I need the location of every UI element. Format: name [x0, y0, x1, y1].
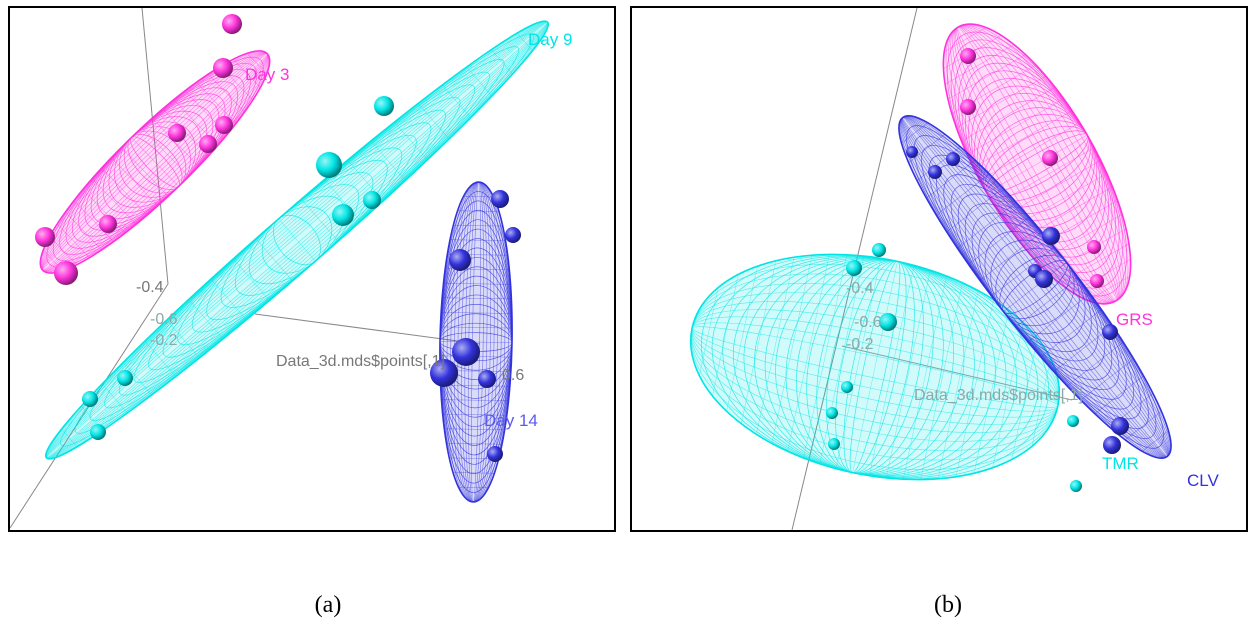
- point-day3-4: [215, 116, 233, 134]
- point-day3-8: [54, 261, 78, 285]
- ellipsoid-day3: [39, 50, 271, 274]
- point-tmr-2: [846, 260, 862, 276]
- label-day9: Day 9: [528, 30, 572, 49]
- axis-tick-label-1: -0.4: [846, 280, 874, 297]
- axis-tick-label-4: 0.6: [502, 367, 524, 384]
- point-grs-1: [960, 48, 976, 64]
- ellipsoid-grs: [942, 23, 1132, 305]
- ellipsoid-day14: [439, 181, 513, 503]
- point-clv-8: [1111, 417, 1129, 435]
- point-day9-6: [82, 391, 98, 407]
- panel-b-plot: -0.4 -0.6 -0.2 Data_3d.mds$points[,1] GRS TMR…: [689, 8, 1219, 530]
- label-day3: Day 3: [245, 65, 289, 84]
- caption-a: (a): [314, 592, 342, 618]
- point-day14-6: [478, 370, 496, 388]
- axis-tick-label-1: -0.4: [136, 279, 164, 296]
- label-clv: CLV: [1187, 471, 1219, 490]
- point-tmr-3: [879, 313, 897, 331]
- point-grs-4: [1087, 240, 1101, 254]
- axis-title-x: Data_3d.mds$points[,1]: [914, 387, 1083, 404]
- point-day9-3: [363, 191, 381, 209]
- panel-a-plot: -0.4 -0.6 -0.2 0.6 Data_3d.mds$points[,1] Day…: [10, 8, 572, 529]
- point-clv-3: [946, 152, 960, 166]
- point-clv-9: [1103, 436, 1121, 454]
- point-day14-7: [487, 446, 503, 462]
- point-grs-3: [1042, 150, 1058, 166]
- point-day9-4: [332, 204, 354, 226]
- axis-line-3: [254, 313, 481, 345]
- label-tmr: TMR: [1102, 454, 1139, 473]
- point-day3-5: [199, 135, 217, 153]
- label-day14: Day 14: [484, 411, 538, 430]
- point-grs-2: [960, 99, 976, 115]
- axis-line-1: [141, 8, 169, 285]
- point-tmr-8: [1070, 480, 1082, 492]
- point-day14-1: [491, 190, 509, 208]
- axis-tick-label-3: -0.2: [150, 332, 178, 349]
- label-grs: GRS: [1116, 310, 1153, 329]
- point-tmr-4: [841, 381, 853, 393]
- point-clv-4: [1042, 227, 1060, 245]
- point-day3-7: [35, 227, 55, 247]
- ellipsoid-tmr: [689, 253, 1061, 481]
- point-day14-5: [430, 359, 458, 387]
- point-day14-3: [449, 249, 471, 271]
- axis-line-2: [841, 345, 1073, 401]
- point-tmr-1: [872, 243, 886, 257]
- point-day3-1: [222, 14, 242, 34]
- axis-tick-label-3: -0.2: [846, 336, 874, 353]
- point-day9-7: [90, 424, 106, 440]
- point-clv-1: [906, 146, 918, 158]
- point-day3-2: [213, 58, 233, 78]
- point-tmr-7: [1067, 415, 1079, 427]
- axis-tick-label-2: -0.6: [150, 311, 178, 328]
- point-day9-2: [316, 152, 342, 178]
- ellipsoid-day9: [44, 20, 550, 460]
- point-tmr-5: [826, 407, 838, 419]
- point-grs-5: [1090, 274, 1104, 288]
- point-day14-4: [452, 338, 480, 366]
- point-clv-7: [1102, 324, 1118, 340]
- point-clv-2: [928, 165, 942, 179]
- point-clv-6: [1035, 270, 1053, 288]
- point-day3-3: [168, 124, 186, 142]
- point-day3-6: [99, 215, 117, 233]
- point-day9-5: [117, 370, 133, 386]
- axis-title-x: Data_3d.mds$points[,1]: [276, 353, 445, 370]
- ellipsoid-clv: [898, 114, 1172, 460]
- point-day9-1: [374, 96, 394, 116]
- caption-b: (b): [934, 592, 962, 618]
- axis-tick-label-2: -0.6: [854, 314, 882, 331]
- point-tmr-6: [828, 438, 840, 450]
- point-day14-2: [505, 227, 521, 243]
- panel-a: -0.4 -0.6 -0.2 0.6 Data_3d.mds$points[,1] Day…: [8, 6, 616, 532]
- panel-b: -0.4 -0.6 -0.2 Data_3d.mds$points[,1] GRS TMR…: [630, 6, 1248, 532]
